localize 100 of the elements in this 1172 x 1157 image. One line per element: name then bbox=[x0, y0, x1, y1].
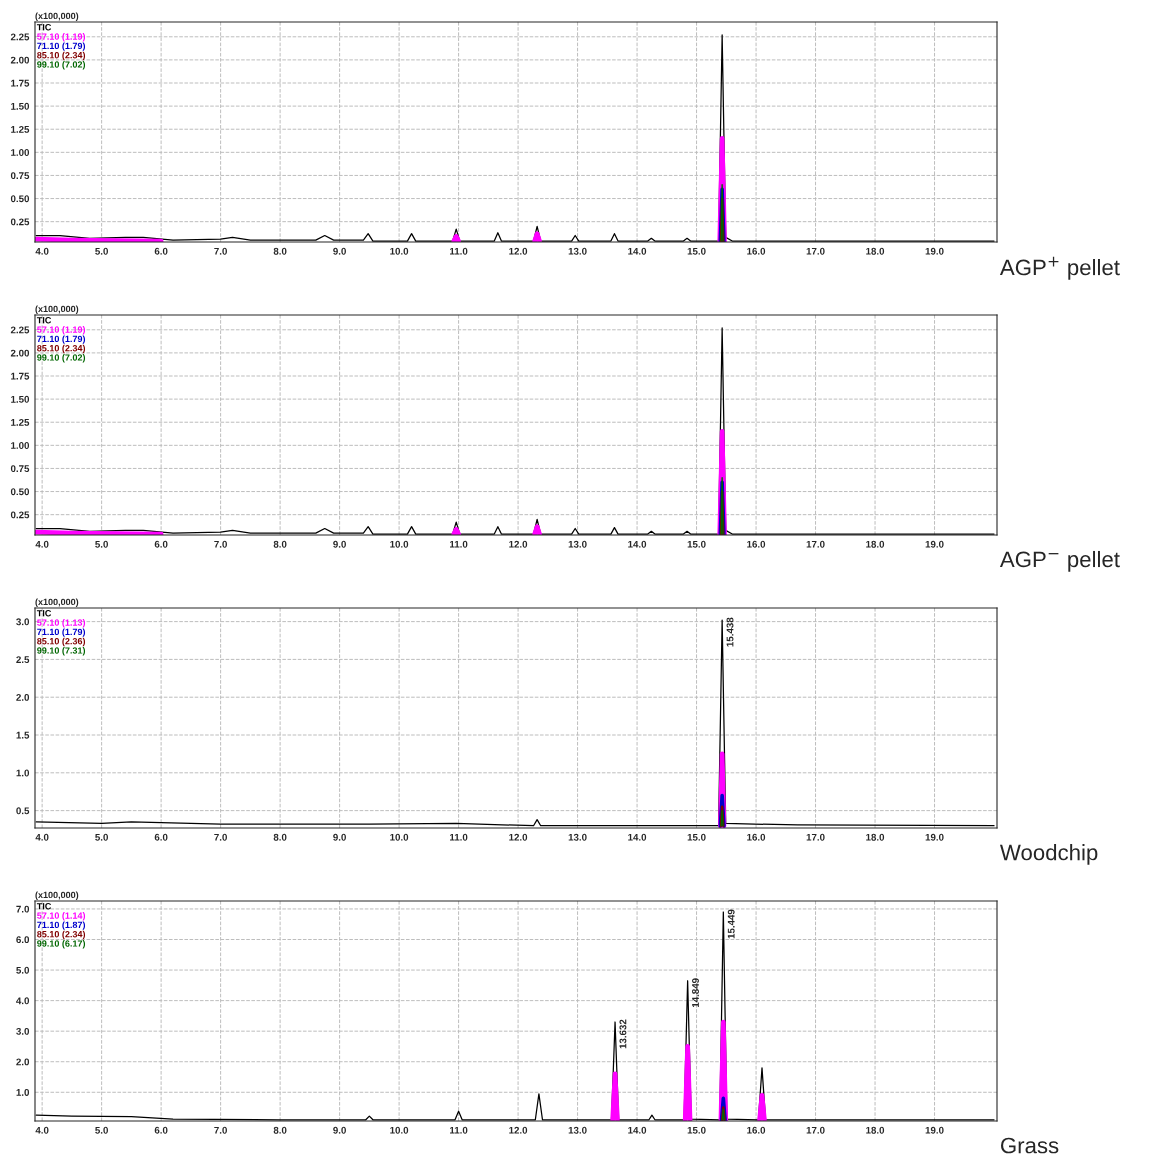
x-tick-label: 12.0 bbox=[509, 540, 528, 548]
x-tick-label: 6.0 bbox=[154, 1126, 168, 1134]
x-tick-label: 10.0 bbox=[390, 540, 409, 548]
x-tick-label: 8.0 bbox=[273, 833, 287, 841]
annotation: 14.849 bbox=[692, 978, 699, 1008]
y-tick-label: 5.0 bbox=[16, 966, 30, 974]
x-tick-label: 6.0 bbox=[154, 247, 168, 255]
text: TIC bbox=[36, 903, 52, 910]
x-tick-label: 13.0 bbox=[568, 1126, 587, 1134]
text: 57.10 (1.13) bbox=[37, 619, 86, 628]
x-tick-label: 8.0 bbox=[273, 1126, 287, 1134]
x-tick-label: 13.0 bbox=[568, 833, 587, 841]
text: 57.10 (1.14) bbox=[37, 912, 86, 921]
x-tick-label: 18.0 bbox=[866, 540, 885, 548]
x-tick-label: 14.0 bbox=[628, 247, 647, 255]
y-tick-label: 0.75 bbox=[10, 465, 30, 473]
x-tick-label: 15.0 bbox=[687, 247, 706, 255]
text: 71.10 (1.79) bbox=[37, 335, 86, 344]
y-tick-label: 4.0 bbox=[16, 997, 30, 1005]
y-tick-label: 3.0 bbox=[16, 618, 30, 626]
y-tick-label: 2.5 bbox=[16, 656, 30, 664]
text: 85.10 (2.36) bbox=[37, 637, 86, 647]
x-tick-label: 9.0 bbox=[333, 247, 346, 255]
x-tick-label: 4.0 bbox=[35, 833, 49, 841]
text: Woodchip bbox=[999, 844, 1098, 865]
annotation: 15.438 bbox=[726, 617, 734, 647]
y-tick-label: 0.75 bbox=[10, 172, 30, 180]
y-tick-label: 1.25 bbox=[11, 418, 30, 426]
text: 85.10 (2.34) bbox=[37, 930, 86, 940]
x-tick-label: 9.0 bbox=[333, 540, 346, 548]
y-tick-label: 1.00 bbox=[11, 149, 30, 156]
x-tick-label: 10.0 bbox=[390, 247, 409, 255]
y-axis-title: (x100,000) bbox=[35, 305, 79, 314]
y-axis-title: (x100,000) bbox=[35, 891, 79, 900]
x-tick-label: 17.0 bbox=[806, 1126, 825, 1134]
x-tick-label: 17.0 bbox=[806, 247, 825, 255]
x-tick-label: 10.0 bbox=[390, 1126, 409, 1134]
text: 57.10 (1.19) bbox=[37, 33, 86, 42]
text: AGP$^{+}$ pellet bbox=[999, 256, 1120, 280]
y-tick-label: 1.5 bbox=[16, 731, 30, 739]
y-tick-label: 2.00 bbox=[10, 349, 30, 357]
y-axis-title: (x100,000) bbox=[35, 12, 79, 21]
x-tick-label: 13.0 bbox=[568, 247, 587, 255]
y-tick-label: 0.50 bbox=[10, 195, 30, 203]
y-tick-label: 0.5 bbox=[16, 807, 30, 815]
x-tick-label: 16.0 bbox=[747, 833, 766, 841]
y-tick-label: 1.0 bbox=[16, 1089, 30, 1096]
text: 85.10 (2.34) bbox=[37, 344, 86, 354]
y-tick-label: 2.25 bbox=[10, 326, 30, 334]
x-tick-label: 14.0 bbox=[628, 540, 647, 548]
x-tick-label: 5.0 bbox=[95, 540, 108, 548]
y-tick-label: 1.0 bbox=[16, 769, 30, 777]
x-tick-label: 15.0 bbox=[687, 540, 706, 548]
y-tick-label: 1.00 bbox=[11, 442, 30, 449]
x-tick-label: 19.0 bbox=[925, 540, 944, 548]
x-tick-label: 7.0 bbox=[214, 1126, 227, 1134]
y-tick-label: 2.00 bbox=[10, 56, 30, 64]
x-tick-label: 15.0 bbox=[687, 1126, 706, 1134]
y-tick-label: 1.75 bbox=[11, 372, 30, 380]
y-tick-label: 2.0 bbox=[16, 693, 30, 701]
x-tick-label: 19.0 bbox=[925, 247, 944, 255]
x-tick-label: 18.0 bbox=[866, 1126, 885, 1134]
x-tick-label: 8.0 bbox=[273, 247, 287, 255]
y-axis-title: (x100,000) bbox=[35, 598, 79, 607]
x-tick-label: 5.0 bbox=[95, 247, 108, 255]
x-tick-label: 8.0 bbox=[273, 540, 287, 548]
y-tick-label: 6.0 bbox=[16, 936, 30, 944]
y-tick-label: 1.25 bbox=[11, 125, 30, 133]
y-tick-label: 0.25 bbox=[10, 218, 30, 226]
y-tick-label: 1.75 bbox=[11, 79, 30, 87]
x-tick-label: 19.0 bbox=[925, 833, 944, 841]
text: 99.10 (6.17) bbox=[37, 940, 86, 949]
text: AGP$^{−}$ pellet bbox=[999, 550, 1120, 572]
text: 71.10 (1.87) bbox=[37, 921, 86, 930]
y-tick-label: 0.50 bbox=[10, 488, 30, 496]
x-tick-label: 5.0 bbox=[95, 1126, 108, 1134]
x-tick-label: 12.0 bbox=[509, 833, 528, 841]
y-tick-label: 7.0 bbox=[16, 905, 30, 913]
x-tick-label: 11.0 bbox=[450, 247, 468, 255]
y-tick-label: 2.25 bbox=[10, 33, 30, 41]
x-tick-label: 17.0 bbox=[806, 540, 825, 548]
y-tick-label: 3.0 bbox=[16, 1027, 30, 1035]
x-tick-label: 11.0 bbox=[450, 540, 468, 548]
text: 99.10 (7.02) bbox=[37, 354, 86, 363]
x-tick-label: 16.0 bbox=[747, 247, 766, 255]
x-tick-label: 12.0 bbox=[509, 1126, 528, 1134]
text: 99.10 (7.31) bbox=[37, 647, 86, 656]
x-tick-label: 6.0 bbox=[154, 540, 168, 548]
text: 99.10 (7.02) bbox=[37, 61, 86, 70]
x-tick-label: 17.0 bbox=[806, 833, 825, 841]
text: 71.10 (1.79) bbox=[37, 628, 86, 637]
x-tick-label: 16.0 bbox=[747, 540, 766, 548]
text: TIC bbox=[36, 317, 52, 324]
annotation: 13.632 bbox=[619, 1019, 627, 1049]
y-tick-label: 2.0 bbox=[16, 1058, 30, 1066]
x-tick-label: 5.0 bbox=[95, 833, 108, 841]
text: 71.10 (1.79) bbox=[37, 42, 86, 51]
x-tick-label: 15.0 bbox=[687, 833, 706, 841]
x-tick-label: 12.0 bbox=[509, 247, 528, 255]
annotation: 15.449 bbox=[727, 909, 735, 939]
